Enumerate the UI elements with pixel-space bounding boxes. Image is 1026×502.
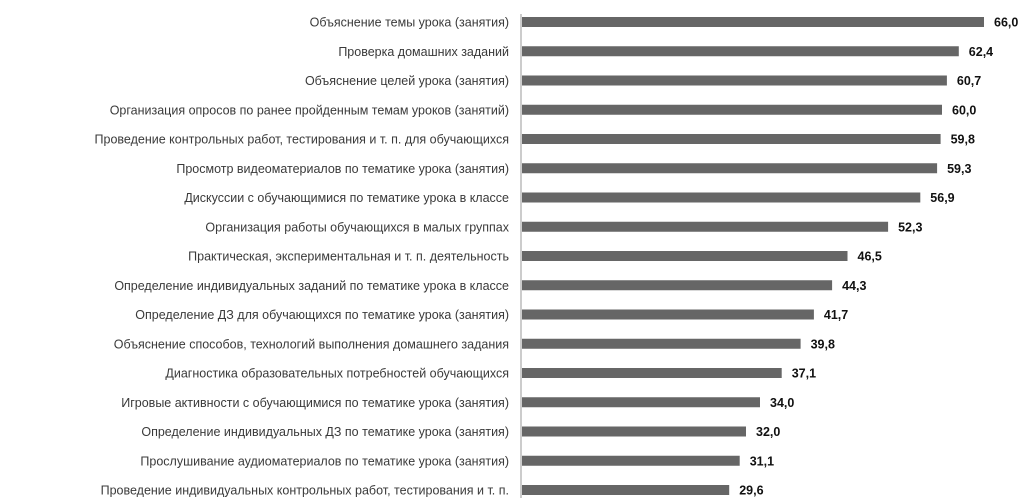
value-labels: 66,0 62,4 60,7 60,0 59,8 59,3 56,9 52,3 46,5 44,3… bbox=[739, 16, 1018, 498]
value-label: 59,3 bbox=[947, 162, 971, 176]
bar bbox=[522, 163, 938, 174]
category-label: Определение индивидуальных ДЗ по тематик… bbox=[141, 425, 509, 439]
value-label: 32,0 bbox=[756, 425, 780, 439]
category-label: Практическая, экспериментальная и т. п. … bbox=[188, 250, 509, 264]
bar bbox=[522, 251, 848, 261]
bar bbox=[522, 17, 984, 27]
category-label: Игровые активности с обучающимися по тем… bbox=[121, 396, 509, 410]
bar bbox=[522, 75, 947, 86]
bar bbox=[522, 221, 889, 232]
bar bbox=[522, 455, 740, 466]
bar bbox=[522, 280, 833, 291]
value-label: 62,4 bbox=[969, 45, 993, 59]
bar bbox=[522, 368, 782, 378]
category-label: Прослушивание аудиоматериалов по тематик… bbox=[140, 454, 509, 468]
value-label: 66,0 bbox=[994, 16, 1018, 30]
value-label: 37,1 bbox=[792, 367, 816, 381]
bar bbox=[522, 46, 959, 57]
category-label: Объяснение целей урока (занятия) bbox=[305, 74, 509, 88]
value-label: 56,9 bbox=[930, 191, 954, 205]
value-label: 34,0 bbox=[770, 396, 794, 410]
value-label: 39,8 bbox=[811, 337, 835, 351]
category-label: Проведение индивидуальных контрольных ра… bbox=[101, 484, 509, 498]
value-label: 44,3 bbox=[842, 279, 866, 293]
bars bbox=[522, 17, 984, 495]
bar bbox=[522, 397, 760, 408]
category-label: Объяснение темы урока (занятия) bbox=[310, 16, 509, 30]
category-label: Диагностика образовательных потребностей… bbox=[165, 367, 509, 381]
bar bbox=[522, 104, 942, 115]
bar bbox=[522, 192, 921, 203]
value-label: 60,7 bbox=[957, 74, 981, 88]
bar bbox=[522, 134, 941, 144]
category-label: Определение ДЗ для обучающихся по темати… bbox=[135, 308, 509, 322]
category-label: Проверка домашних заданий bbox=[338, 45, 509, 59]
category-label: Организация опросов по ранее пройденным … bbox=[110, 103, 509, 117]
category-label: Определение индивидуальных заданий по те… bbox=[114, 279, 509, 293]
bar bbox=[522, 485, 730, 495]
bar bbox=[522, 426, 746, 437]
value-label: 29,6 bbox=[739, 484, 763, 498]
category-label: Дискуссии с обучающимися по тематике уро… bbox=[184, 191, 509, 205]
category-label: Организация работы обучающихся в малых г… bbox=[205, 220, 509, 234]
value-label: 46,5 bbox=[858, 250, 882, 264]
category-label: Проведение контрольных работ, тестирован… bbox=[95, 133, 509, 147]
bar bbox=[522, 309, 814, 320]
value-label: 52,3 bbox=[898, 220, 922, 234]
value-label: 41,7 bbox=[824, 308, 848, 322]
bar bbox=[522, 338, 801, 349]
value-label: 59,8 bbox=[951, 133, 975, 147]
category-labels: Объяснение темы урока (занятия) Проверка … bbox=[95, 16, 510, 498]
value-label: 60,0 bbox=[952, 103, 976, 117]
category-label: Просмотр видеоматериалов по тематике уро… bbox=[176, 162, 509, 176]
value-label: 31,1 bbox=[750, 454, 774, 468]
category-label: Объяснение способов, технологий выполнен… bbox=[114, 337, 509, 351]
